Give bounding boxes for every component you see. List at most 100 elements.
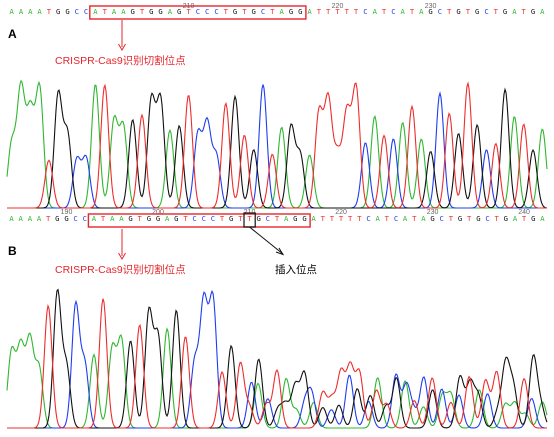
panel-a-base: A: [540, 7, 545, 16]
panel-b-base: A: [19, 214, 24, 223]
panel-a-base: G: [252, 7, 256, 16]
panel-a-base: G: [289, 7, 293, 16]
panel-b-base: A: [403, 214, 408, 223]
panel-a-base: T: [140, 7, 145, 16]
insertion-arrow-line: [249, 226, 284, 255]
panel-b-base: T: [101, 214, 106, 223]
panel-a-base: G: [475, 7, 479, 16]
panel-b-base: C: [394, 214, 398, 223]
panel-a-base: G: [158, 7, 162, 16]
panel-b-base: A: [28, 214, 33, 223]
panel-b-base: T: [357, 214, 362, 223]
panel-b-base: T: [321, 214, 326, 223]
panel-a-base: G: [149, 7, 153, 16]
insertion-arrowhead: [275, 247, 285, 256]
panel-a-base: C: [391, 7, 395, 16]
panel-b-base: A: [284, 214, 289, 223]
panel-a-base: A: [512, 7, 517, 16]
panel-b-base: G: [458, 214, 462, 223]
panel-a-base: T: [103, 7, 108, 16]
panel-a-base: T: [242, 7, 247, 16]
panel-a-base: C: [205, 7, 209, 16]
panel-b-base: C: [202, 214, 206, 223]
panel-a-base: T: [317, 7, 322, 16]
panel-a-base: A: [373, 7, 378, 16]
panel-b-base: T: [275, 214, 280, 223]
panel-b-base: G: [55, 214, 59, 223]
panel-b-base: A: [513, 214, 518, 223]
panel-a-base: T: [47, 7, 52, 16]
panel-a-base: T: [335, 7, 340, 16]
panel-b-annotation: CRISPR-Cas9识别切割位点: [55, 263, 186, 276]
panel-b-base: G: [476, 214, 480, 223]
panel-a-base: C: [438, 7, 442, 16]
panel-b-base: C: [211, 214, 215, 223]
panel-b-base: C: [440, 214, 444, 223]
panel-b-base: A: [421, 214, 426, 223]
panel-a-base: A: [10, 7, 15, 16]
panel-b-trace-t: [7, 298, 547, 429]
panel-b-base: G: [430, 214, 434, 223]
panel-a-base: A: [112, 7, 117, 16]
panel-b-tick-label: 240: [518, 209, 530, 216]
panel-b-base: A: [37, 214, 42, 223]
panel-a-base: A: [121, 7, 126, 16]
panel-a-label: A: [8, 27, 17, 41]
panel-b-base: A: [165, 214, 170, 223]
panel-a-base: G: [131, 7, 135, 16]
panel-a-base: A: [419, 7, 424, 16]
panel-a-base: T: [326, 7, 331, 16]
panel-a-base: A: [307, 7, 312, 16]
panel-b-base: A: [119, 214, 124, 223]
panel-b-base: C: [366, 214, 370, 223]
panel-b-tick-label: 220: [335, 209, 347, 216]
panel-b-base: G: [257, 214, 261, 223]
panel-b-base: G: [147, 214, 151, 223]
panel-b-label: B: [8, 244, 17, 258]
panel-a-base: G: [65, 7, 69, 16]
panel-b-base: A: [110, 214, 115, 223]
panel-b-trace-a: [6, 327, 548, 429]
panel-a-base: T: [224, 7, 229, 16]
panel-a-base: A: [37, 7, 42, 16]
panel-a-trace-t: [7, 81, 547, 209]
insertion-site-label: 插入位点: [275, 263, 317, 276]
panel-b-base: G: [156, 214, 160, 223]
panel-a-base: C: [84, 7, 88, 16]
panel-b-base: T: [220, 214, 225, 223]
panel-b-base: G: [531, 214, 535, 223]
panel-a-base: C: [484, 7, 488, 16]
panel-a-base: T: [270, 7, 275, 16]
panel-a-base: C: [196, 7, 200, 16]
panel-a-base: T: [447, 7, 452, 16]
panel-a-base: T: [186, 7, 191, 16]
panel-b-base: C: [485, 214, 489, 223]
panel-b-traces: [6, 288, 548, 429]
panel-a-base: T: [466, 7, 471, 16]
panel-b-tick-label: 190: [61, 209, 73, 216]
panel-a-base: A: [168, 7, 173, 16]
panel-b-base: A: [9, 214, 14, 223]
panel-a-base: C: [214, 7, 218, 16]
panel-b-base: G: [293, 214, 297, 223]
panel-a-base: G: [177, 7, 181, 16]
panel-b-base: T: [385, 214, 390, 223]
panel-a-base: G: [503, 7, 507, 16]
panel-b-base: T: [247, 214, 252, 223]
panel-a-tick-label: 230: [425, 3, 437, 10]
panel-a-base: A: [93, 7, 98, 16]
panel-b-base: A: [92, 214, 97, 223]
panel-b-tick-label: 200: [152, 209, 164, 216]
panel-b-base: A: [376, 214, 381, 223]
panel-a-base: T: [354, 7, 359, 16]
panel-a-base: C: [75, 7, 79, 16]
panel-a-annotation: CRISPR-Cas9识别切割位点: [55, 54, 186, 67]
panel-b-base: C: [192, 214, 196, 223]
panel-a-base: G: [428, 7, 432, 16]
panel-b-base: G: [229, 214, 233, 223]
panel-a-base: A: [28, 7, 33, 16]
panel-b-base: T: [495, 214, 500, 223]
panel-b-base: T: [339, 214, 344, 223]
panel-a-base: C: [261, 7, 265, 16]
